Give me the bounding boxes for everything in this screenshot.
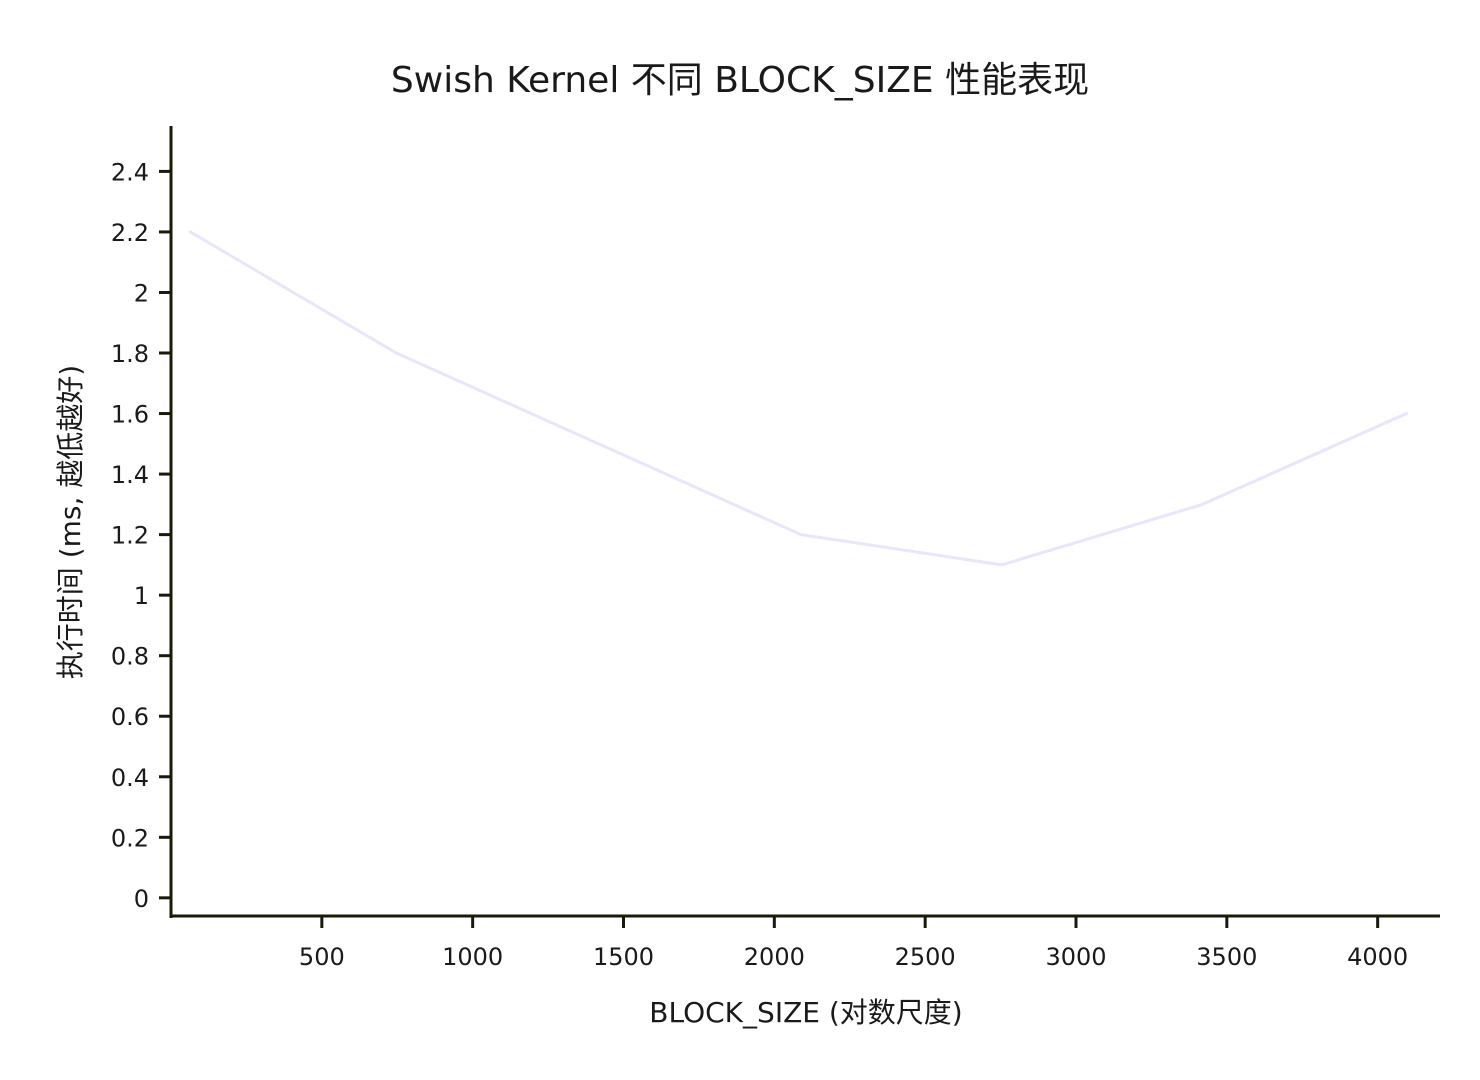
y-tick-label-10: 2 [134,279,149,307]
axes [169,126,1440,918]
x-axis-title: BLOCK_SIZE (对数尺度) [649,996,962,1029]
data-point-0-1 [394,351,398,355]
data-point-0-0 [188,230,192,234]
y-tick-label-0: 0 [134,885,149,913]
y-tick-label-11: 2.2 [111,219,149,247]
x-ticks: 500 1000 1500 2000 2500 3000 3500 4000 [299,916,1408,971]
x-tick-label-5: 3000 [1045,943,1106,971]
series-line-0 [188,230,1409,567]
y-tick-label-2: 0.4 [111,764,149,792]
x-tick-label-0: 500 [299,943,345,971]
data-point-0-5 [1405,412,1409,415]
y-tick-label-6: 1.2 [111,522,149,550]
y-tick-label-5: 1 [134,582,149,610]
y-tick-label-12: 2.4 [111,158,149,186]
y-tick-label-7: 1.4 [111,461,149,489]
y-tick-label-9: 1.8 [111,340,149,368]
series-layer [188,230,1409,567]
x-tick-label-4: 2500 [895,943,956,971]
y-tick-label-3: 0.6 [111,703,149,731]
y-ticks: 0 0.2 0.4 0.6 0.8 1 1.2 1.4 1.6 1.8 2 2.2 2.4 [111,158,171,913]
x-tick-label-3: 2000 [744,943,805,971]
data-point-0-2 [799,533,803,537]
x-tick-label-2: 1500 [593,943,654,971]
x-tick-label-1: 1000 [442,943,503,971]
chart-title: Swish Kernel 不同 BLOCK_SIZE 性能表现 [391,60,1089,101]
y-tick-label-8: 1.6 [111,401,149,429]
data-point-0-3 [1000,563,1004,567]
x-tick-label-6: 3500 [1196,943,1257,971]
y-tick-label-1: 0.2 [111,824,149,852]
y-axis-title: 执行时间 (ms, 越低越好) [54,365,87,679]
x-tick-label-7: 4000 [1347,943,1408,971]
y-tick-label-4: 0.8 [111,643,149,671]
data-point-0-4 [1200,502,1204,506]
